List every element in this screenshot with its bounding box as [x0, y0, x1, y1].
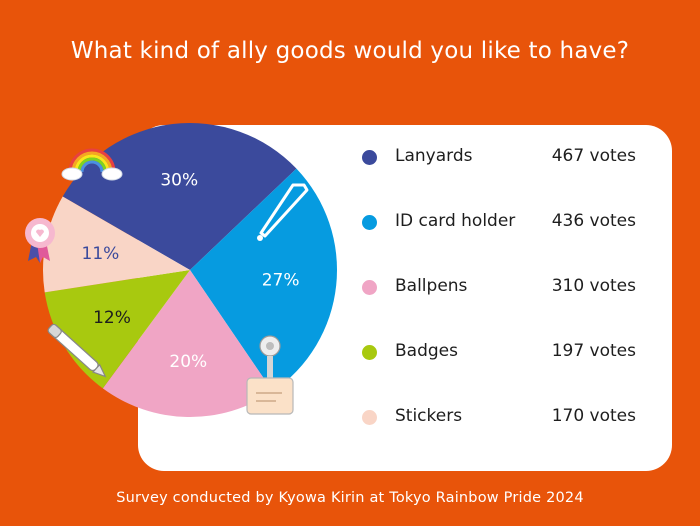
lanyard-icon	[257, 183, 309, 241]
legend-swatch	[362, 410, 377, 425]
legend-label: Ballpens	[395, 276, 468, 296]
legend-votes: 467 votes	[551, 146, 636, 166]
ballpen-icon	[47, 323, 107, 378]
pie-slice-stickers	[43, 196, 190, 293]
pie-percent-label: 30%	[160, 171, 198, 191]
legend-swatch	[362, 345, 377, 360]
pie-percent-label: 20%	[169, 352, 207, 372]
legend-label: ID card holder	[395, 211, 516, 231]
legend-votes: 170 votes	[551, 406, 636, 426]
legend-item: Badges 197 votes	[362, 337, 662, 367]
pie-percent-label: 12%	[93, 308, 131, 328]
legend-item: Lanyards 467 votes	[362, 142, 662, 172]
legend-item: ID card holder 436 votes	[362, 207, 662, 237]
chart-title: What kind of ally goods would you like t…	[70, 38, 630, 64]
legend-swatch	[362, 215, 377, 230]
legend-item: Stickers 170 votes	[362, 402, 662, 432]
pie-percent-label: 27%	[262, 271, 300, 291]
pie-slice-lanyards	[62, 123, 297, 271]
legend-label: Lanyards	[395, 146, 473, 166]
footer-source: Survey conducted by Kyowa Kirin at Tokyo…	[116, 490, 584, 506]
legend-label: Stickers	[395, 406, 463, 426]
rainbow-cloud-icon	[61, 148, 123, 181]
legend-item: Ballpens 310 votes	[362, 272, 662, 302]
id-card-holder-icon	[246, 335, 294, 415]
legend-swatch	[362, 280, 377, 295]
rosette-badge-icon	[25, 218, 55, 263]
pie-slice-id-card-holder	[190, 168, 337, 392]
legend-votes: 310 votes	[551, 276, 636, 296]
legend-swatch	[362, 150, 377, 165]
legend-votes: 197 votes	[551, 341, 636, 361]
pie-slice-ballpens	[102, 270, 273, 417]
legend-votes: 436 votes	[551, 211, 636, 231]
pie-percent-labels: 30% 27% 20% 12% 11%	[82, 171, 300, 373]
pie-percent-label: 11%	[82, 244, 120, 264]
legend-label: Badges	[395, 341, 458, 361]
